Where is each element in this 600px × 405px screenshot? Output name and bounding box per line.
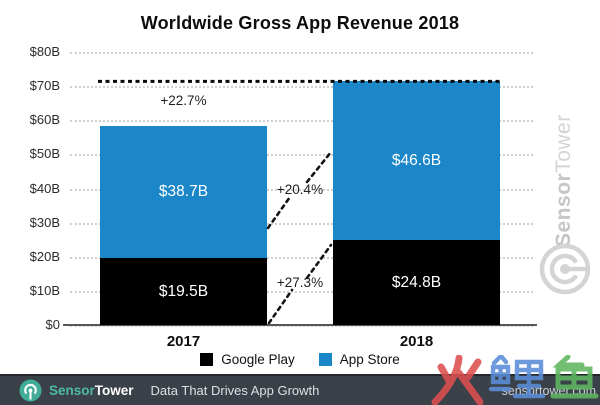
bar-2017-google-play <box>100 258 267 325</box>
google-play-swatch-icon <box>200 352 214 366</box>
cjk-char-huo <box>431 355 484 405</box>
value-label-2018-google-play: $24.8B <box>391 273 442 291</box>
y-tick-label-30: $30B <box>29 214 60 230</box>
footer-brand-tower: Tower <box>94 383 134 398</box>
watermark-brand-light: Tower <box>552 114 575 173</box>
x-label-2018: 2018 <box>399 333 434 350</box>
footer-brand: SensorTower <box>49 383 134 398</box>
gridline-0 <box>70 325 533 327</box>
footer-tagline: Data That Drives App Growth <box>150 383 320 398</box>
sensortower-footer-logo-icon <box>19 379 42 402</box>
y-tick-label-60: $60B <box>29 112 60 128</box>
annotation-total-growth: +22.7% <box>160 93 207 108</box>
legend-item-app-store: App Store <box>318 351 400 367</box>
bar-2018-google-play <box>333 240 500 325</box>
huoliyu-cjk-watermark-icon <box>431 355 599 405</box>
footer-brand-sensor: Sensor <box>49 383 95 398</box>
value-label-2017-google-play: $19.5B <box>158 282 209 300</box>
y-tick-label-50: $50B <box>29 146 60 162</box>
y-tick-label-20: $20B <box>29 248 60 264</box>
gridline-70 <box>70 86 533 89</box>
annotation-appstore-growth: +20.4% <box>276 182 324 197</box>
value-label-2018-app-store: $46.6B <box>391 151 442 169</box>
gridline-10 <box>70 290 533 293</box>
y-tick-label-40: $40B <box>29 180 60 196</box>
y-tick-label-10: $10B <box>29 282 60 298</box>
app-store-swatch-icon <box>318 352 332 366</box>
annotation-googleplay-growth: +27.3% <box>276 275 324 290</box>
x-axis-line <box>63 324 537 326</box>
watermark-brand-bold: Sensor <box>552 172 575 247</box>
sensortower-vertical-watermark: SensorTower <box>552 85 580 247</box>
y-tick-label-70: $70B <box>29 78 60 94</box>
bar-2018-app-store <box>333 81 500 241</box>
gridline-30 <box>70 222 533 225</box>
x-label-2017: 2017 <box>166 333 201 350</box>
gridline-80 <box>70 52 533 54</box>
legend: Google Play App Store <box>0 350 600 368</box>
gridline-40 <box>70 188 533 191</box>
y-tick-label-80: $80B <box>29 44 60 59</box>
sensortower-logo-icon <box>539 243 591 295</box>
gridline-60 <box>70 120 533 123</box>
value-label-2017-app-store: $38.7B <box>158 183 209 201</box>
bar-2017-app-store <box>100 126 267 259</box>
plot-area: $0 $10B $20B $30B $40B $50B $60B $70B $80B 2017 … <box>0 40 600 352</box>
legend-label-app-store: App Store <box>339 351 400 367</box>
cjk-char-yu <box>550 355 599 399</box>
legend-item-google-play: Google Play <box>200 352 295 367</box>
gridline-20 <box>70 256 533 259</box>
legend-label-google-play: Google Play <box>221 351 295 367</box>
growth-diagonal-lines <box>266 150 333 325</box>
cjk-char-li <box>488 355 546 399</box>
chart-title: Worldwide Gross App Revenue 2018 <box>140 13 460 33</box>
gridline-50 <box>70 154 533 157</box>
y-tick-label-0: $0 <box>45 317 60 332</box>
